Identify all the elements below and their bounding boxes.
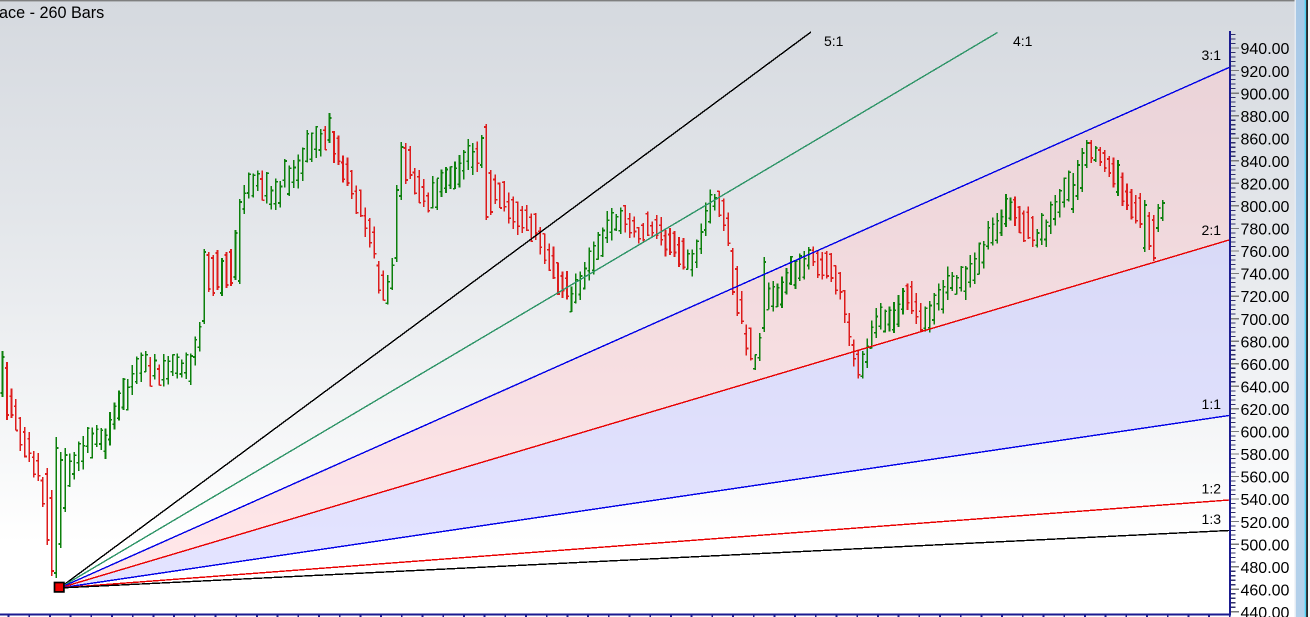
svg-text:440.00: 440.00 xyxy=(1241,605,1290,617)
svg-text:660.00: 660.00 xyxy=(1241,357,1290,374)
svg-text:700.00: 700.00 xyxy=(1241,312,1290,329)
svg-text:2:1: 2:1 xyxy=(1202,222,1222,238)
svg-text:800.00: 800.00 xyxy=(1241,199,1290,216)
svg-text:920.00: 920.00 xyxy=(1241,64,1290,81)
svg-text:1:1: 1:1 xyxy=(1202,396,1222,412)
svg-text:480.00: 480.00 xyxy=(1241,560,1290,577)
svg-text:840.00: 840.00 xyxy=(1241,154,1290,171)
svg-text:580.00: 580.00 xyxy=(1241,447,1290,464)
svg-text:640.00: 640.00 xyxy=(1241,379,1290,396)
svg-text:500.00: 500.00 xyxy=(1241,537,1290,554)
svg-text:900.00: 900.00 xyxy=(1241,86,1290,103)
svg-text:4:1: 4:1 xyxy=(1013,33,1033,49)
svg-text:680.00: 680.00 xyxy=(1241,334,1290,351)
svg-text:880.00: 880.00 xyxy=(1241,109,1290,126)
svg-text:860.00: 860.00 xyxy=(1241,131,1290,148)
svg-text:540.00: 540.00 xyxy=(1241,492,1290,509)
svg-text:760.00: 760.00 xyxy=(1241,244,1290,261)
svg-text:520.00: 520.00 xyxy=(1241,515,1290,532)
svg-text:460.00: 460.00 xyxy=(1241,582,1290,599)
svg-text:600.00: 600.00 xyxy=(1241,425,1290,442)
svg-text:780.00: 780.00 xyxy=(1241,222,1290,239)
svg-text:820.00: 820.00 xyxy=(1241,177,1290,194)
svg-text:620.00: 620.00 xyxy=(1241,402,1290,419)
svg-text:3:1: 3:1 xyxy=(1202,47,1222,63)
svg-text:1:3: 1:3 xyxy=(1202,511,1222,527)
svg-text:ace - 260 Bars: ace - 260 Bars xyxy=(0,4,104,22)
svg-text:560.00: 560.00 xyxy=(1241,470,1290,487)
svg-text:1:2: 1:2 xyxy=(1202,481,1222,497)
svg-text:940.00: 940.00 xyxy=(1241,41,1290,58)
svg-text:740.00: 740.00 xyxy=(1241,267,1290,284)
svg-text:720.00: 720.00 xyxy=(1241,289,1290,306)
svg-text:5:1: 5:1 xyxy=(824,33,844,49)
